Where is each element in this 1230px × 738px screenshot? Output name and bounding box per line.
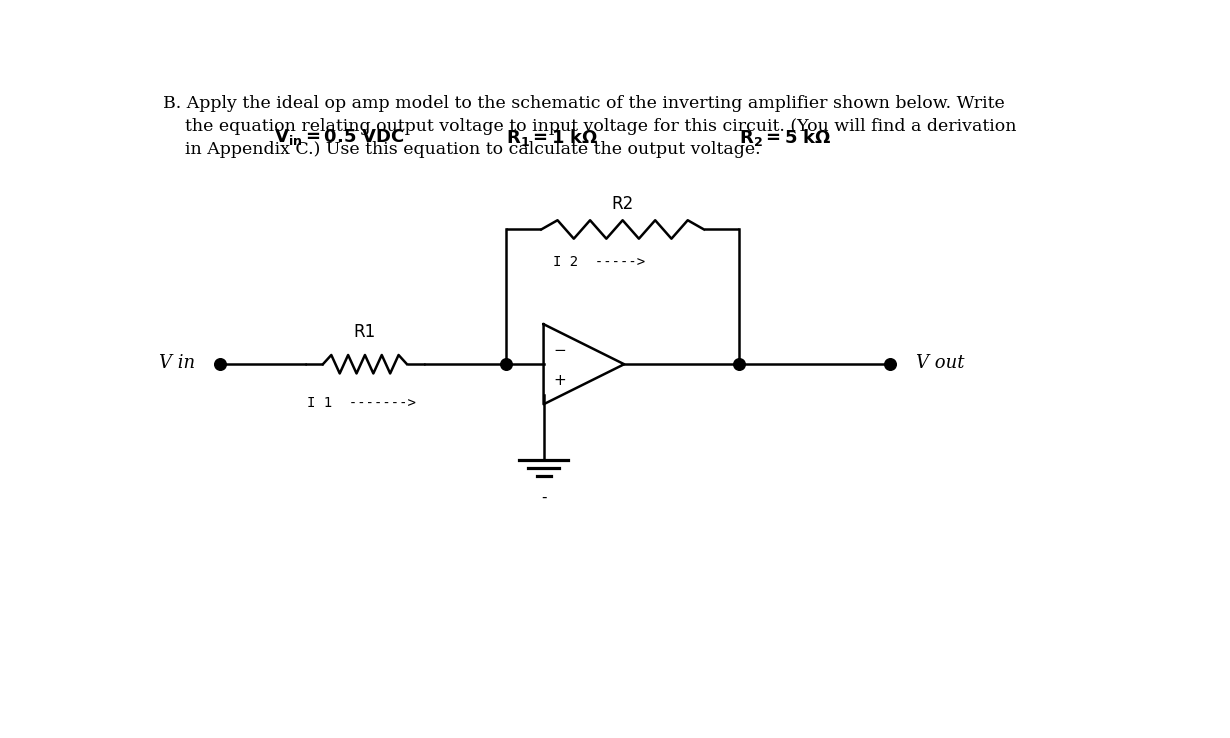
Point: [881, 359, 900, 370]
Text: -: -: [541, 490, 546, 505]
Text: V in: V in: [159, 354, 196, 372]
Text: the equation relating output voltage to input voltage for this circuit. (You wil: the equation relating output voltage to …: [164, 118, 1016, 135]
Text: R2: R2: [611, 195, 633, 213]
Text: $\mathbf{V}_{\mathbf{in}}$$\mathbf{ = 0.5\ VDC}$: $\mathbf{V}_{\mathbf{in}}$$\mathbf{ = 0.…: [274, 127, 405, 147]
Text: B. Apply the ideal op amp model to the schematic of the inverting amplifier show: B. Apply the ideal op amp model to the s…: [164, 94, 1005, 111]
Text: R1: R1: [354, 323, 376, 341]
Text: I 1  ------->: I 1 ------->: [306, 396, 416, 410]
Text: in Appendix C.) Use this equation to calculate the output voltage.: in Appendix C.) Use this equation to cal…: [164, 141, 760, 158]
Text: I 2  ----->: I 2 ----->: [554, 255, 646, 269]
Text: $\mathbf{R_1 = 1\ k\Omega}$: $\mathbf{R_1 = 1\ k\Omega}$: [507, 127, 599, 148]
Text: V out: V out: [916, 354, 964, 372]
Point: [729, 359, 749, 370]
Text: $+$: $+$: [554, 373, 566, 387]
Point: [210, 359, 230, 370]
Point: [497, 359, 517, 370]
Text: $-$: $-$: [554, 341, 566, 356]
Text: $\mathbf{R_2 = 5\ k\Omega}$: $\mathbf{R_2 = 5\ k\Omega}$: [739, 127, 831, 148]
